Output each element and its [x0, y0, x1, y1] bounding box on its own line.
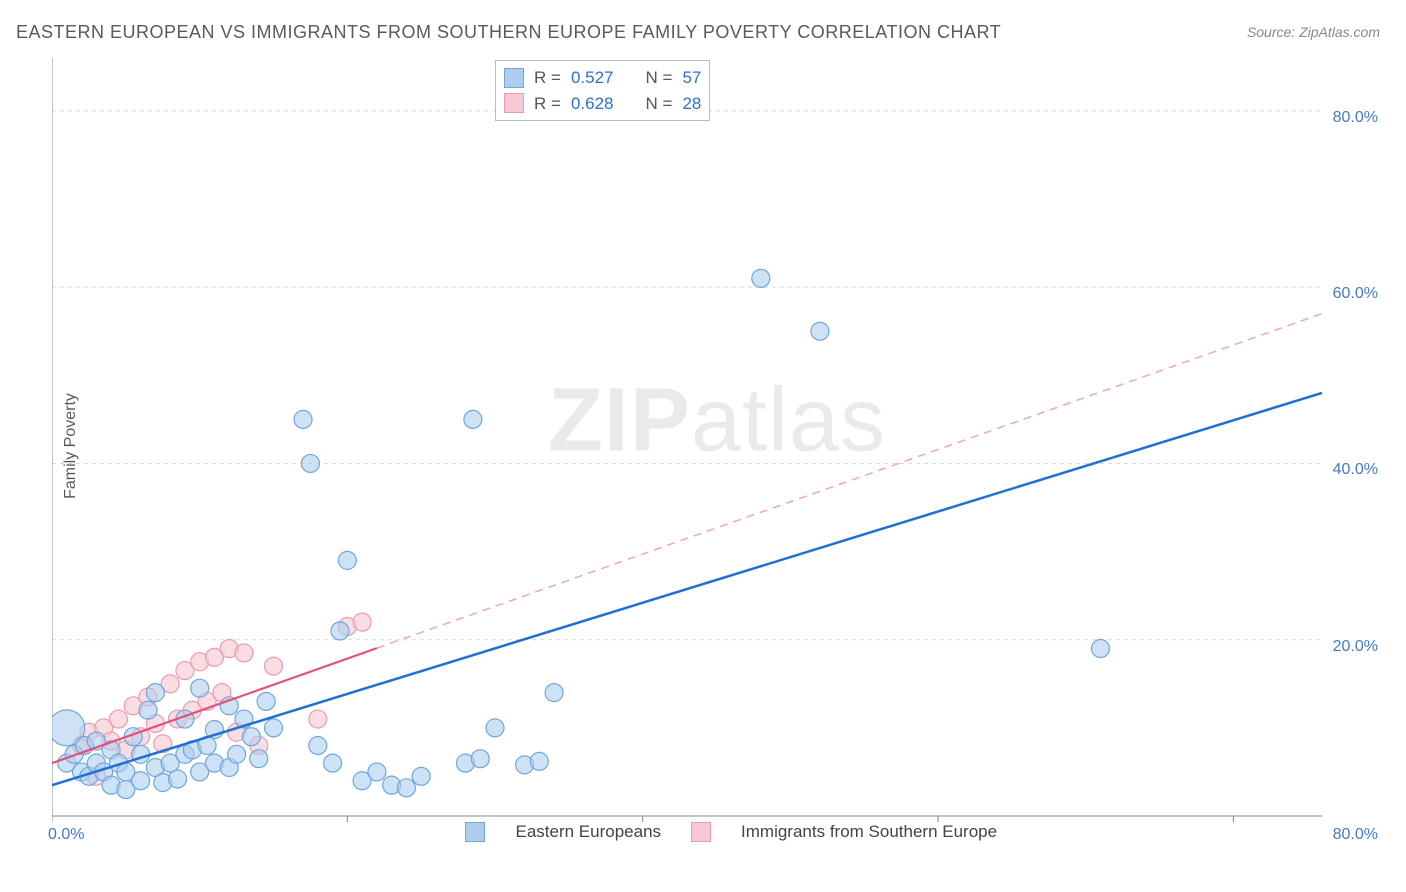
y-tick-label: 40.0% [1333, 461, 1378, 479]
stat-N-value-series1: 57 [682, 65, 701, 91]
stat-N-value-series2: 28 [682, 91, 701, 117]
stat-row-series1: R = 0.527 N = 57 [504, 65, 701, 91]
legend-label-series1: Eastern Europeans [515, 822, 661, 842]
legend: Eastern Europeans Immigrants from Southe… [465, 822, 997, 842]
stat-R-label: R = [534, 91, 561, 117]
y-tick-label: 80.0% [1333, 109, 1378, 127]
source-attribution: Source: ZipAtlas.com [1247, 24, 1380, 40]
y-tick-label: 60.0% [1333, 285, 1378, 303]
x-tick-label: 80.0% [1333, 826, 1378, 844]
legend-swatch-series2 [691, 822, 711, 842]
correlation-stats-box: R = 0.527 N = 57 R = 0.628 N = 28 [495, 60, 710, 121]
swatch-series1 [504, 68, 524, 88]
swatch-series2 [504, 93, 524, 113]
stat-N-label: N = [646, 65, 673, 91]
stat-R-label: R = [534, 65, 561, 91]
x-tick-label: 0.0% [48, 826, 84, 844]
stat-R-value-series2: 0.628 [571, 91, 614, 117]
legend-swatch-series1 [465, 822, 485, 842]
stat-N-label: N = [646, 91, 673, 117]
scatter-chart [52, 58, 1382, 848]
plot-area: ZIPatlas R = 0.527 N = 57 R = 0.628 N = … [52, 58, 1382, 848]
stat-row-series2: R = 0.628 N = 28 [504, 91, 701, 117]
stat-R-value-series1: 0.527 [571, 65, 614, 91]
y-tick-label: 20.0% [1333, 638, 1378, 656]
legend-label-series2: Immigrants from Southern Europe [741, 822, 997, 842]
chart-title: EASTERN EUROPEAN VS IMMIGRANTS FROM SOUT… [16, 22, 1001, 43]
